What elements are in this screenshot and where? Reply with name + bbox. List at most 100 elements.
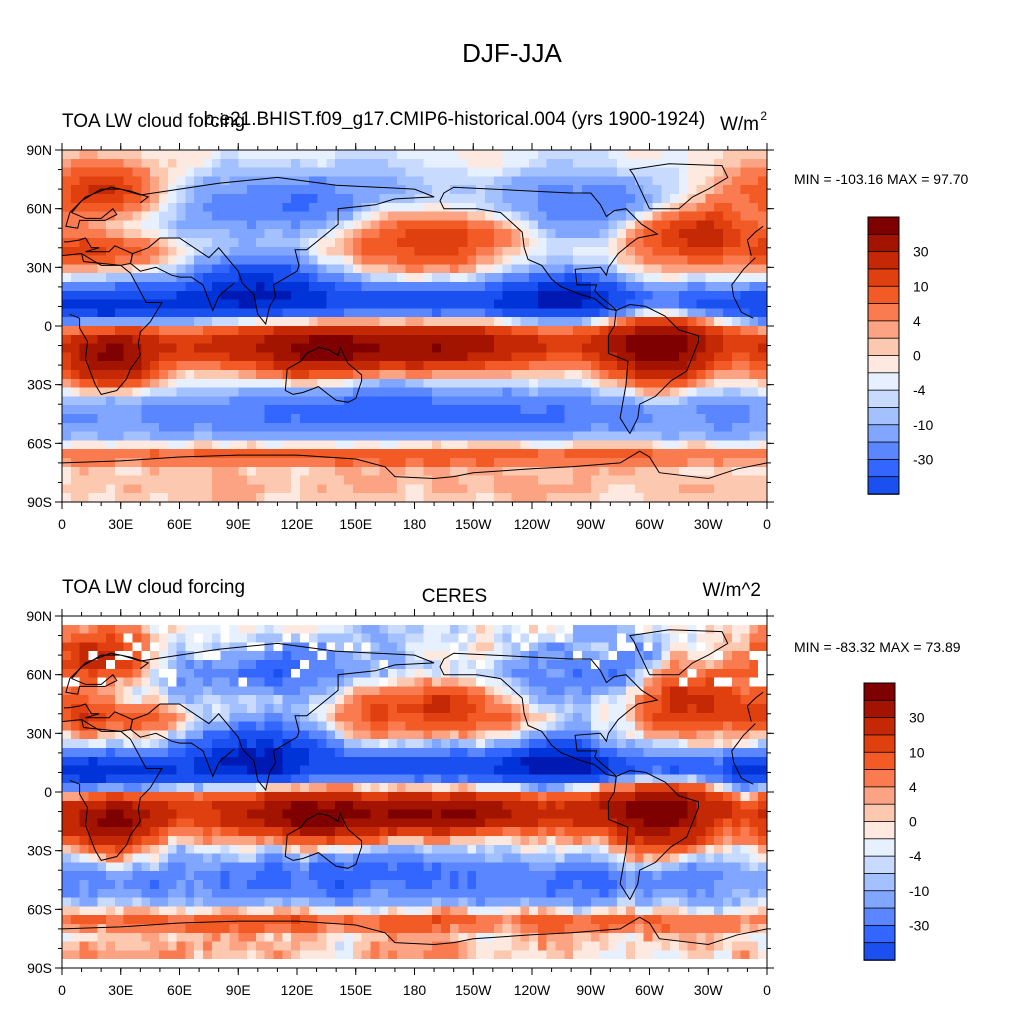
heatmap-cell xyxy=(220,326,231,336)
heatmap-cell xyxy=(291,668,301,679)
heatmap-cell xyxy=(388,317,398,327)
heatmap-cell xyxy=(247,660,257,670)
heatmap-cell xyxy=(449,299,460,309)
heatmap-cell xyxy=(335,440,345,450)
heatmap-cell xyxy=(458,686,468,696)
heatmap-cell xyxy=(573,238,583,248)
heatmap-cell xyxy=(62,695,72,705)
heatmap-cell xyxy=(317,748,327,758)
heatmap-cell xyxy=(678,695,689,705)
heatmap-cell xyxy=(247,783,257,793)
heatmap-cell xyxy=(299,273,310,283)
heatmap-cell xyxy=(335,624,345,635)
heatmap-cell xyxy=(220,176,231,186)
heatmap-cell xyxy=(476,185,486,195)
heatmap-cell xyxy=(458,220,468,230)
heatmap-cell xyxy=(511,730,521,740)
heatmap-cell xyxy=(326,405,336,415)
heatmap-cell xyxy=(220,361,231,371)
heatmap-cell xyxy=(114,633,125,643)
heatmap-cell xyxy=(423,712,433,723)
heatmap-cell xyxy=(555,290,565,301)
heatmap-cell xyxy=(335,326,345,336)
heatmap-cell xyxy=(590,475,601,485)
heatmap-cell xyxy=(229,651,239,661)
heatmap-cell xyxy=(564,466,574,477)
heatmap-cell xyxy=(414,783,424,793)
heatmap-cell xyxy=(299,748,310,758)
heatmap-cell xyxy=(291,229,301,239)
heatmap-cell xyxy=(264,229,275,239)
heatmap-cell xyxy=(590,422,601,433)
heatmap-cell xyxy=(581,176,592,186)
heatmap-cell xyxy=(176,449,186,459)
heatmap-cell xyxy=(502,238,513,248)
heatmap-cell xyxy=(282,431,292,441)
heatmap-cell xyxy=(379,229,389,239)
heatmap-cell xyxy=(194,466,204,477)
heatmap-cell xyxy=(740,704,750,714)
heatmap-cell xyxy=(714,176,724,186)
heatmap-cell xyxy=(88,748,98,758)
heatmap-cell xyxy=(141,211,151,221)
heatmap-cell xyxy=(476,686,486,696)
heatmap-cell xyxy=(617,748,627,758)
heatmap-cell xyxy=(247,624,257,635)
heatmap-cell xyxy=(352,458,363,468)
heatmap-cell xyxy=(308,484,319,494)
heatmap-cell xyxy=(167,783,178,793)
heatmap-cell xyxy=(150,449,160,459)
heatmap-cell xyxy=(352,440,363,450)
heatmap-cell xyxy=(352,290,363,301)
heatmap-cell xyxy=(352,449,363,459)
colorbar-box xyxy=(867,389,900,409)
heatmap-cell xyxy=(238,677,248,687)
heatmap-cell xyxy=(423,299,433,309)
heatmap-cell xyxy=(537,299,548,309)
heatmap-cell xyxy=(581,624,592,635)
heatmap-cell xyxy=(502,176,513,186)
heatmap-cell xyxy=(476,668,486,679)
heatmap-cell xyxy=(352,308,363,318)
heatmap-cell xyxy=(273,238,283,248)
heatmap-cell xyxy=(106,317,116,327)
heatmap-cell xyxy=(493,150,504,160)
heatmap-cell xyxy=(493,378,504,389)
heatmap-cell xyxy=(158,246,169,257)
heatmap-cell xyxy=(678,677,689,687)
heatmap-cell xyxy=(317,396,327,406)
heatmap-cell xyxy=(661,651,671,661)
heatmap-cell xyxy=(264,730,275,740)
heatmap-cell xyxy=(203,668,213,679)
heatmap-cell xyxy=(299,624,310,635)
heatmap-cell xyxy=(388,176,398,186)
heatmap-cell xyxy=(176,774,186,784)
heatmap-cell xyxy=(696,264,706,274)
heatmap-cell xyxy=(529,466,539,477)
heatmap-cell xyxy=(555,422,565,433)
heatmap-cell xyxy=(634,334,645,345)
heatmap-cell xyxy=(308,255,319,265)
heatmap-cell xyxy=(370,431,380,441)
heatmap-cell xyxy=(714,422,724,433)
heatmap-cell xyxy=(326,458,336,468)
heatmap-cell xyxy=(317,370,327,380)
coastline xyxy=(61,450,768,480)
heatmap-cell xyxy=(194,238,204,248)
heatmap-cell xyxy=(485,405,495,415)
heatmap-cell xyxy=(405,246,416,257)
heatmap-cell xyxy=(405,361,416,371)
heatmap-cell xyxy=(361,158,372,169)
heatmap-cell xyxy=(114,730,125,740)
heatmap-cell xyxy=(405,308,416,318)
x-tick-label: 30W xyxy=(694,516,724,532)
heatmap-cell xyxy=(573,378,583,389)
heatmap-cell xyxy=(264,343,275,353)
heatmap-cell xyxy=(185,414,195,424)
heatmap-cell xyxy=(537,238,548,248)
heatmap-cell xyxy=(687,730,698,740)
heatmap-cell xyxy=(141,352,151,362)
heatmap-cell xyxy=(282,642,292,652)
heatmap-cell xyxy=(335,352,345,362)
heatmap-cell xyxy=(326,185,336,195)
